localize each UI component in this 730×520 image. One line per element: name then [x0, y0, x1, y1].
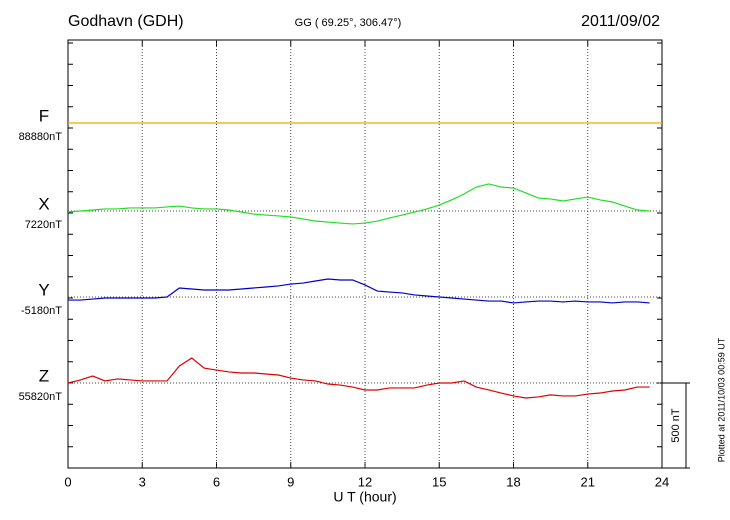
- scale-bar-label: 500 nT: [670, 408, 682, 443]
- x-tick-label: 12: [358, 474, 372, 489]
- chart-title: Godhavn (GDH): [68, 13, 184, 30]
- chart-subtitle: GG ( 69.25°, 306.47°): [295, 17, 402, 29]
- series-line: [67, 183, 650, 225]
- x-tick-label: 24: [655, 474, 669, 489]
- x-tick-label: 3: [139, 474, 146, 489]
- x-axis-label: U T (hour): [333, 489, 396, 505]
- chart-date: 2011/09/02: [581, 13, 660, 30]
- baseline-label: -5180nT: [21, 305, 62, 317]
- baseline-label: 88880nT: [19, 131, 63, 143]
- x-tick-label: 18: [506, 474, 520, 489]
- x-tick-label: 6: [213, 474, 220, 489]
- baseline-label: 7220nT: [25, 219, 63, 231]
- series-line: [67, 357, 650, 399]
- series-line: [68, 278, 650, 304]
- x-tick-label: 21: [581, 474, 595, 489]
- x-tick-label: 9: [287, 474, 294, 489]
- x-tick-label: 15: [432, 474, 446, 489]
- plot-note: Plotted at 2011/10/03 00:59 UT: [716, 337, 726, 462]
- legend-name: F: [39, 106, 49, 125]
- baseline-label: 55820nT: [19, 391, 63, 403]
- legend-name: Z: [39, 366, 49, 385]
- x-tick-label: 0: [64, 474, 71, 489]
- legend-name: X: [38, 194, 49, 213]
- legend-name: Y: [38, 280, 49, 299]
